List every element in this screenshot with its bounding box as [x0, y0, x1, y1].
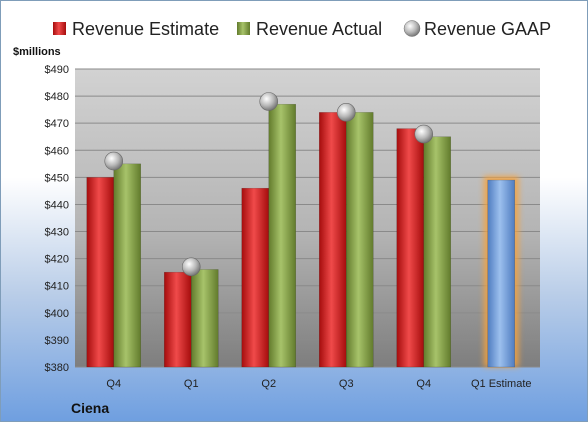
- bar-revenue-estimate-2: [241, 187, 269, 368]
- y-axis-ticks: $380 $390 $400 $410 $420 $430 $440 $450 $460 $470…: [45, 64, 69, 374]
- x-tick-label-5: Q1 Estimate: [471, 378, 532, 390]
- x-tick-label-0: Q4: [106, 378, 121, 390]
- bar-revenue-actual-3: [346, 112, 374, 368]
- x-tick-label-4: Q4: [416, 378, 431, 390]
- y-tick-label: $400: [45, 308, 69, 320]
- legend: Revenue Estimate Revenue Actual Revenue GA…: [53, 19, 551, 39]
- unit-label: $millions: [13, 46, 61, 58]
- gaap-marker-0: [104, 151, 124, 171]
- x-axis-ticks: Q4 Q1 Q2 Q3 Q4 Q1 Estimate: [106, 378, 531, 390]
- bar-revenue-estimate-1: [164, 271, 192, 368]
- y-tick-label: $490: [45, 64, 69, 76]
- legend-swatch-revenue-gaap: [403, 20, 421, 37]
- legend-label-revenue-actual: Revenue Actual: [256, 19, 382, 39]
- y-tick-label: $380: [45, 362, 69, 374]
- gaap-marker-3: [336, 103, 356, 122]
- gaap-marker-2: [259, 92, 279, 111]
- bar-revenue-actual-1: [191, 269, 219, 368]
- bar-revenue-estimate-3: [319, 112, 347, 368]
- y-tick-label: $470: [45, 118, 69, 130]
- legend-label-revenue-estimate: Revenue Estimate: [72, 19, 219, 39]
- bar-estimate: [487, 179, 515, 368]
- legend-label-revenue-gaap: Revenue GAAP: [424, 19, 551, 39]
- y-tick-label: $420: [45, 254, 69, 266]
- gaap-marker-4: [414, 124, 434, 144]
- y-tick-label: $410: [45, 281, 69, 293]
- gridlines: [75, 68, 540, 368]
- gaap-markers: [104, 92, 434, 277]
- y-tick-label: $440: [45, 199, 69, 211]
- bar-revenue-actual-2: [268, 103, 296, 368]
- x-tick-label-3: Q3: [339, 378, 354, 390]
- gaap-marker-1: [181, 257, 201, 277]
- legend-swatch-revenue-actual: [237, 22, 250, 35]
- y-tick-label: $430: [45, 227, 69, 239]
- y-tick-label: $460: [45, 145, 69, 157]
- legend-swatch-revenue-estimate: [53, 22, 66, 35]
- bar-revenue-estimate-0: [86, 177, 114, 368]
- plot-area: [75, 69, 540, 367]
- x-tick-label-1: Q1: [184, 378, 199, 390]
- x-tick-label-2: Q2: [261, 378, 276, 390]
- y-tick-label: $480: [45, 91, 69, 103]
- bars: [86, 103, 519, 368]
- company-label: Ciena: [71, 400, 109, 416]
- bar-revenue-actual-4: [423, 136, 451, 368]
- bar-revenue-actual-0: [113, 163, 141, 368]
- y-tick-label: $450: [45, 172, 69, 184]
- bar-revenue-estimate-4: [396, 128, 424, 368]
- y-tick-label: $390: [45, 335, 69, 347]
